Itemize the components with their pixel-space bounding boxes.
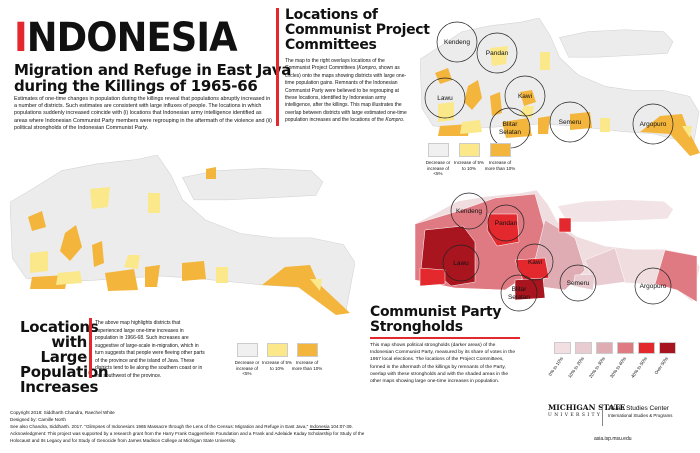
population-heading: Locations with Large Population Increase… [20, 318, 109, 396]
place-label: Argopuro [640, 121, 667, 128]
place-label: Selatan [508, 294, 530, 301]
poster-title: INDONESIA [14, 15, 238, 61]
intro-text: Estimates of one-time changes in populat… [14, 96, 272, 131]
strongholds-map: Kendeng Pandan Lawu Kawi Blitar Selatan … [415, 190, 700, 312]
place-label: Argopuro [640, 283, 667, 290]
kompro-text: The map to the right overlays locations … [285, 58, 407, 124]
accent-line [370, 337, 520, 339]
place-label: Blitar [503, 121, 519, 128]
legend-swatch [638, 342, 655, 354]
copyright: Copyright 2018: Siddharth Chandra, Raech… [10, 410, 115, 415]
population-text: The above map highlights districts that … [95, 320, 205, 379]
kompro-overlay-map: Kendeng Pandan Lawu Kawi Blitar Selatan … [420, 18, 700, 156]
designer-credit: Designed by: Camille North [10, 417, 66, 422]
place-label: Pandan [486, 50, 509, 57]
place-label: Lawu [453, 260, 469, 267]
place-label: Selatan [499, 129, 521, 136]
place-label: Semeru [567, 280, 590, 287]
legend-swatch [596, 342, 613, 354]
legend-label: Increase of more than 10% [484, 160, 516, 171]
legend-swatch [490, 143, 511, 157]
acknowledgment: Acknowledgment: This project was support… [10, 431, 365, 443]
place-label: Kendeng [444, 39, 470, 46]
see-also: See also Chandra, Siddharth. 2017. "Glim… [10, 424, 353, 429]
place-label: Lawu [437, 95, 453, 102]
legend-swatch [297, 343, 318, 357]
madura-island [559, 29, 674, 58]
population-increase-map [10, 155, 355, 315]
legend-label: Increase of more than 10% [291, 360, 323, 371]
place-label: Semeru [559, 119, 582, 126]
legend-swatch [554, 342, 571, 354]
legend-swatch [237, 343, 258, 357]
place-label: Kendeng [456, 208, 482, 215]
asian-studies-center: Asian Studies Center International Studie… [608, 405, 673, 418]
website-url: asia.isp.msu.edu [594, 436, 632, 442]
legend-swatch [428, 143, 449, 157]
logo-divider [602, 404, 603, 426]
legend-swatch [575, 342, 592, 354]
kompro-heading: Locations of Communist Project Committee… [285, 7, 430, 53]
place-label: Kawi [528, 259, 542, 266]
legend-swatch [617, 342, 634, 354]
place-label: Blitar [512, 286, 528, 293]
strongholds-heading: Communist Party Strongholds [370, 304, 502, 335]
legend-label: Decrease or increase of <5% [234, 360, 260, 376]
place-label: Pandan [495, 220, 518, 227]
legend-swatch [659, 342, 676, 354]
legend-swatch [267, 343, 288, 357]
strongholds-text: This map shows political strongholds (da… [370, 343, 516, 385]
place-label: Kawi [518, 93, 532, 100]
poster-subtitle: Migration and Refuge in East Java during… [14, 61, 292, 95]
moderate-increase-districts [438, 46, 692, 138]
credits: Copyright 2018: Siddharth Chandra, Raech… [10, 409, 370, 444]
msu-logo: MICHIGAN STATE UNIVERSITY [548, 403, 626, 419]
legend-label: Decrease or increase of <5% [425, 160, 451, 176]
accent-bar [89, 318, 92, 378]
accent-bar [276, 8, 279, 126]
legend-label: Increase of 5% to 10% [261, 360, 293, 371]
legend-swatch [459, 143, 480, 157]
legend-label: Increase of 5% to 10% [453, 160, 485, 171]
